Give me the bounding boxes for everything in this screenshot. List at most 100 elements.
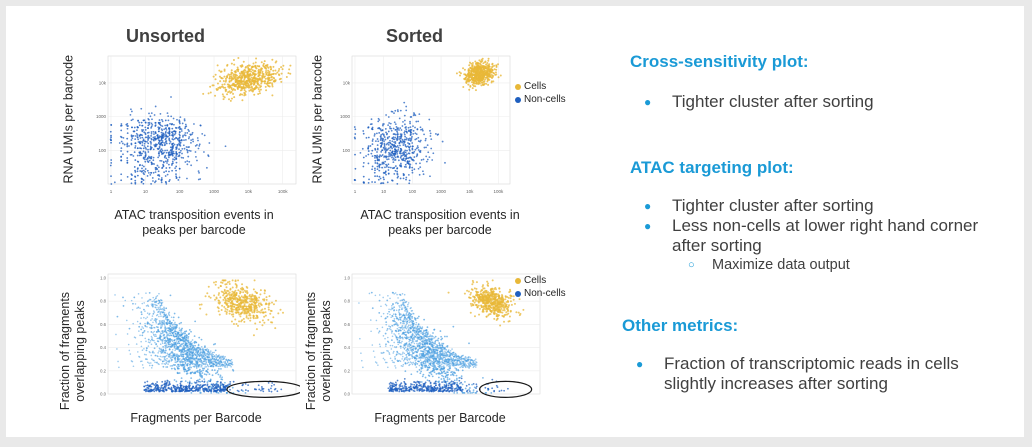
noncell-point — [144, 140, 147, 143]
noncell-point — [165, 170, 168, 173]
noncell-point — [213, 354, 216, 357]
noncell-point — [188, 368, 191, 371]
noncell-point — [225, 358, 228, 361]
noncell-point — [182, 367, 185, 370]
noncell-point — [156, 340, 159, 343]
cell-point — [231, 89, 234, 92]
noncell-point — [419, 126, 422, 129]
noncell-point — [131, 135, 134, 137]
noncell-point — [125, 123, 128, 126]
noncell-point — [187, 340, 190, 343]
noncell-point — [387, 163, 390, 166]
noncell-point — [159, 306, 161, 309]
noncell-point — [166, 352, 169, 355]
noncell-point — [126, 157, 129, 159]
noncell-point — [142, 182, 145, 185]
cell-point — [262, 73, 265, 76]
noncell-point — [405, 358, 408, 360]
noncell-point — [198, 354, 201, 356]
noncell-point — [392, 136, 395, 139]
noncell-point — [151, 303, 154, 306]
bottom-right-ylabel-line2: overlapping peaks — [319, 300, 333, 402]
noncell-point — [162, 346, 165, 348]
noncell-point — [365, 136, 368, 139]
noncell-point — [195, 370, 198, 373]
noncell-point — [384, 345, 387, 347]
noncell-point — [222, 388, 225, 391]
noncell-point — [262, 390, 265, 393]
noncell-point — [178, 389, 181, 391]
noncell-point — [134, 303, 137, 305]
cell-point — [254, 61, 257, 64]
cell-point — [260, 85, 263, 88]
noncell-point — [143, 308, 145, 311]
noncell-point — [390, 316, 392, 319]
noncell-point — [388, 308, 390, 311]
cell-point — [231, 304, 234, 307]
cell-point — [236, 306, 239, 309]
noncell-point — [381, 166, 384, 169]
cell-point — [486, 76, 489, 79]
y-tick-label: 0.8 — [100, 299, 106, 304]
noncell-point — [185, 148, 188, 151]
cell-point — [256, 311, 259, 314]
noncell-point — [152, 321, 154, 324]
noncell-point — [392, 158, 394, 161]
cell-point — [215, 296, 218, 299]
noncell-point — [175, 161, 178, 164]
noncell-point — [247, 384, 250, 387]
noncell-point — [132, 302, 134, 305]
noncell-point — [179, 363, 182, 366]
cell-point — [234, 298, 237, 301]
noncell-point — [180, 139, 183, 141]
noncell-point — [181, 360, 184, 363]
noncell-point — [168, 128, 171, 131]
noncell-point — [187, 386, 190, 389]
noncell-point — [151, 123, 154, 126]
noncell-point — [210, 359, 212, 361]
noncell-point — [142, 129, 145, 131]
noncell-point — [154, 124, 157, 127]
noncell-point — [173, 130, 176, 133]
noncell-point — [388, 353, 391, 355]
noncell-point — [171, 142, 174, 145]
noncell-point — [394, 150, 397, 153]
noncell-point — [154, 145, 156, 148]
noncell-point — [402, 359, 405, 362]
cell-point — [487, 59, 490, 62]
noncell-point — [400, 342, 403, 344]
legend-top: Cells Non-cells — [515, 80, 566, 106]
noncell-point — [149, 298, 152, 301]
cell-point — [486, 62, 489, 65]
noncell-point — [376, 175, 379, 178]
noncell-point — [165, 157, 168, 160]
cell-point — [217, 310, 220, 313]
noncell-point — [177, 336, 180, 339]
noncell-point — [147, 142, 150, 145]
noncell-point — [122, 153, 124, 156]
cell-point — [274, 299, 277, 302]
noncell-point — [378, 175, 381, 178]
noncell-point — [179, 358, 181, 360]
cell-point — [259, 88, 262, 91]
cell-point — [272, 316, 275, 319]
noncell-point — [405, 130, 408, 133]
noncell-point — [402, 120, 404, 123]
cell-point — [232, 74, 235, 77]
cell-point — [209, 296, 212, 299]
noncell-point — [160, 128, 163, 131]
noncell-point — [230, 365, 232, 368]
cell-point — [481, 59, 484, 62]
noncell-point — [187, 333, 190, 336]
noncell-point — [120, 179, 123, 182]
noncell-point — [268, 390, 271, 393]
noncell-point — [145, 384, 147, 387]
noncell-point — [178, 372, 181, 374]
noncell-point — [175, 150, 178, 153]
cell-point — [245, 85, 248, 88]
noncell-point — [150, 131, 153, 133]
noncell-point — [382, 335, 385, 337]
cell-point — [223, 306, 226, 309]
noncell-point — [147, 390, 150, 393]
noncell-point — [206, 383, 209, 386]
